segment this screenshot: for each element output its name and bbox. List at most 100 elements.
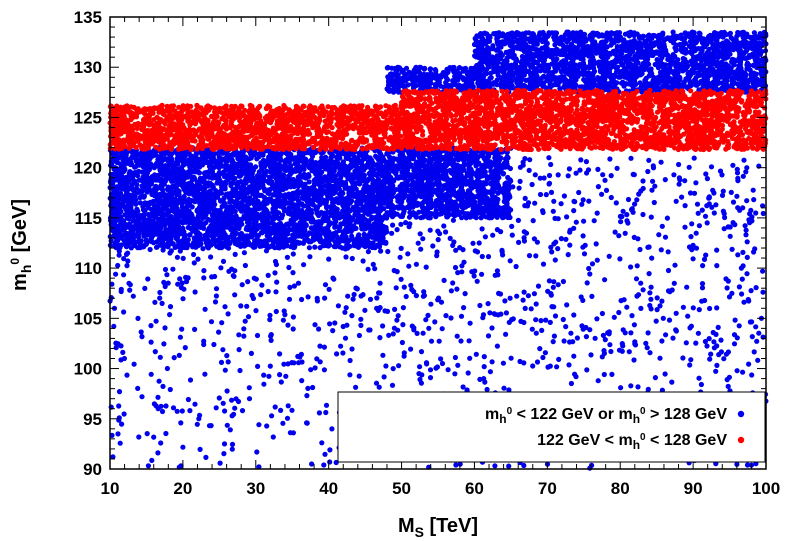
scatter-point [568, 380, 575, 387]
scatter-point [175, 281, 181, 287]
scatter-point [699, 281, 706, 287]
scatter-point [547, 363, 553, 369]
scatter-point [242, 262, 248, 269]
scatter-point [516, 185, 522, 191]
plot-area [107, 16, 769, 471]
scatter-point [214, 180, 220, 186]
scatter-point [452, 264, 459, 271]
scatter-point [231, 273, 237, 279]
scatter-point [278, 379, 284, 385]
scatter-point [491, 311, 497, 317]
scatter-point [430, 243, 436, 249]
scatter-point [273, 308, 279, 315]
scatter-point [219, 240, 225, 246]
scatter-point [452, 371, 458, 377]
scatter-point [326, 172, 332, 178]
scatter-point [314, 298, 320, 304]
scatter-point [384, 229, 390, 235]
scatter-point [323, 402, 330, 408]
scatter-point [121, 197, 127, 203]
scatter-point [508, 355, 514, 361]
scatter-point [362, 307, 368, 313]
scatter-point [741, 299, 747, 305]
scatter-point [413, 261, 419, 267]
scatter-point [409, 286, 415, 293]
scatter-point [152, 349, 158, 355]
scatter-point [573, 374, 579, 380]
scatter-point [246, 385, 252, 391]
scatter-point [147, 164, 154, 170]
scatter-point [297, 153, 303, 159]
scatter-point [311, 186, 317, 192]
scatter-point [671, 280, 677, 286]
scatter-point [186, 200, 192, 207]
scatter-point [455, 270, 461, 276]
scatter-point [577, 167, 583, 173]
scatter-point [567, 229, 573, 235]
scatter-point [213, 293, 219, 299]
scatter-point [167, 312, 173, 318]
scatter-point [532, 172, 538, 178]
series-outside-range-points [107, 29, 769, 471]
scatter-point [406, 224, 412, 230]
scatter-point [723, 276, 729, 282]
scatter-point [744, 198, 750, 204]
scatter-point [188, 211, 194, 217]
scatter-point [586, 265, 592, 272]
scatter-point [541, 175, 547, 181]
scatter-point [551, 333, 558, 339]
scatter-point [374, 295, 380, 301]
scatter-point [152, 213, 158, 219]
scatter-point [178, 420, 184, 426]
scatter-point [427, 367, 434, 373]
scatter-point [238, 179, 244, 185]
scatter-point [638, 280, 644, 286]
scatter-point [671, 172, 677, 178]
scatter-point [750, 187, 756, 193]
scatter-point [147, 232, 153, 238]
scatter-point [209, 233, 215, 239]
scatter-point [126, 216, 132, 222]
scatter-point [528, 306, 534, 312]
scatter-point [225, 311, 231, 317]
scatter-point [522, 195, 528, 201]
scatter-point [195, 156, 201, 162]
scatter-point [325, 243, 332, 249]
scatter-point [316, 410, 322, 416]
scatter-point [654, 307, 660, 313]
scatter-point [383, 363, 389, 369]
scatter-point [703, 171, 709, 177]
scatter-point [669, 379, 675, 385]
scatter-point [687, 362, 693, 368]
scatter-point [691, 190, 698, 196]
scatter-point [376, 244, 383, 250]
scatter-point [571, 208, 577, 214]
scatter-point [212, 299, 219, 305]
scatter-point [571, 312, 577, 318]
scatter-point [205, 237, 211, 243]
scatter-point [213, 286, 220, 292]
scatter-point [343, 234, 349, 240]
scatter-point [179, 326, 185, 332]
scatter-point [327, 447, 333, 453]
scatter-point [237, 163, 244, 169]
scatter-point [127, 192, 133, 198]
scatter-point [392, 306, 398, 312]
scatter-point [533, 253, 539, 259]
scatter-point [360, 173, 366, 179]
scatter-point [479, 271, 485, 277]
scatter-point [487, 369, 493, 375]
scatter-point [481, 364, 487, 370]
scatter-point [283, 373, 289, 379]
scatter-point [198, 224, 204, 230]
scatter-point [336, 225, 342, 231]
scatter-point [747, 211, 753, 217]
scatter-point [537, 346, 543, 352]
scatter-point [353, 186, 359, 192]
scatter-point [267, 363, 273, 369]
scatter-point [543, 192, 549, 198]
scatter-point [267, 317, 273, 323]
scatter-point [724, 377, 730, 383]
scatter-point [564, 302, 570, 308]
scatter-point [280, 174, 286, 180]
